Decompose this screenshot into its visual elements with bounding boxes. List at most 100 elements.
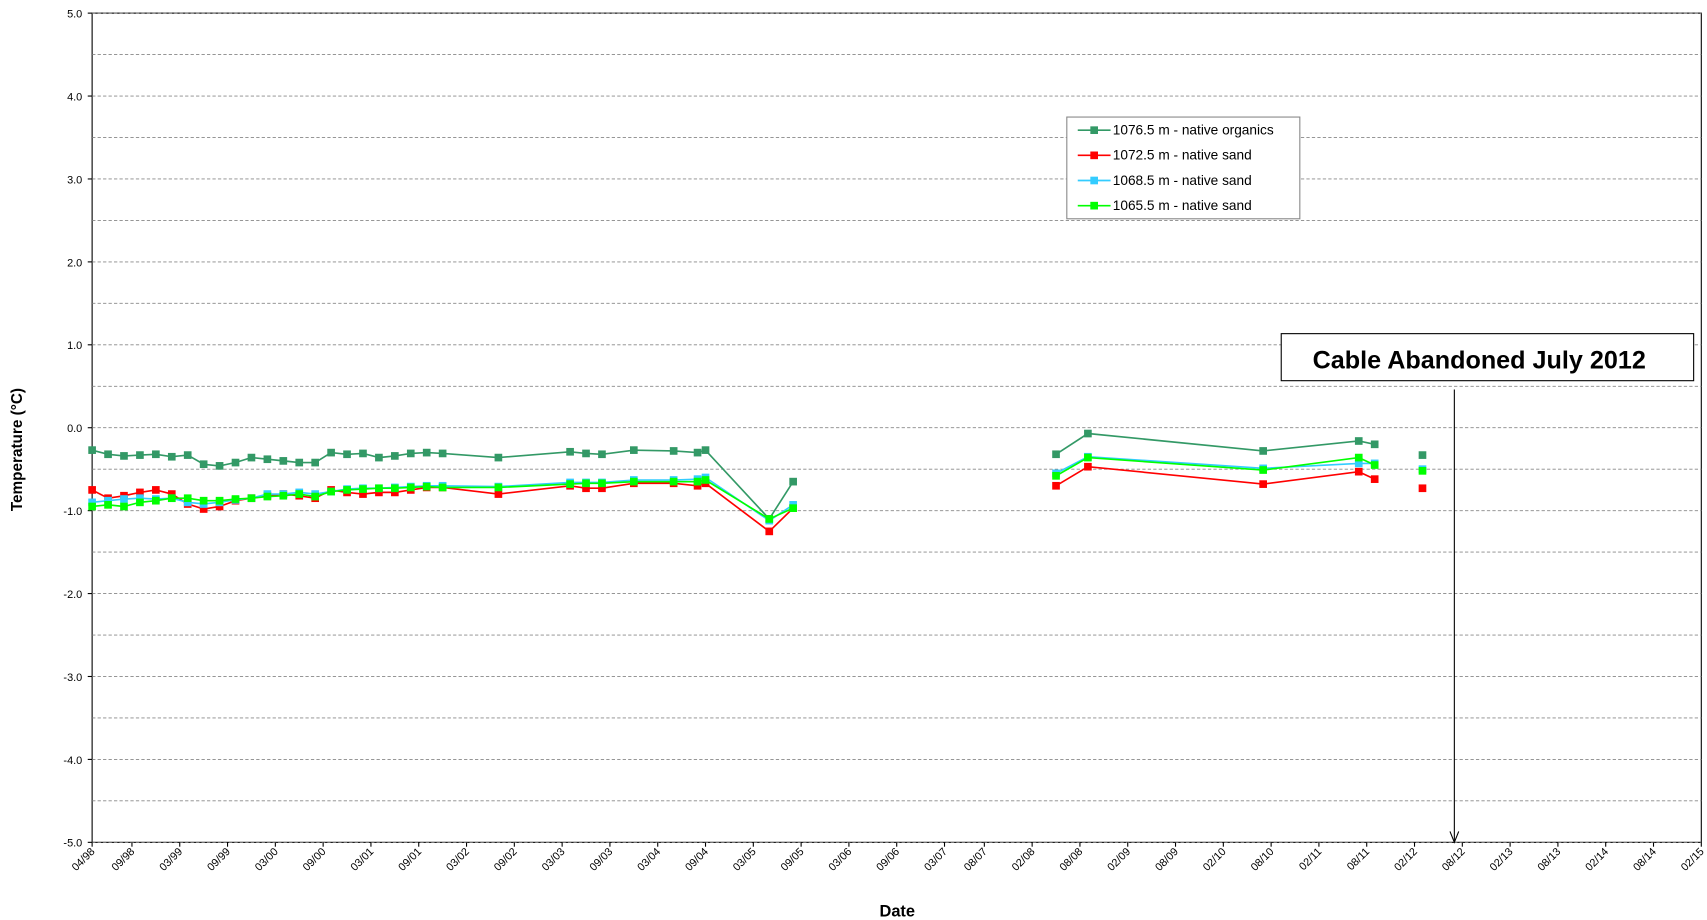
x-tick-label: 02/11	[1297, 846, 1324, 873]
y-axis-title: Temperature (°C)	[9, 388, 26, 511]
marker	[438, 483, 447, 492]
x-tick-label: 09/06	[874, 846, 902, 874]
marker	[1354, 467, 1363, 476]
x-tick-label: 08/09	[1153, 846, 1181, 874]
x-tick-label: 09/99	[205, 846, 233, 874]
marker	[494, 453, 503, 462]
legend-label: 1076.5 m - native organics	[1113, 123, 1274, 138]
marker	[311, 458, 320, 467]
marker	[279, 457, 288, 465]
marker	[1354, 437, 1363, 445]
marker	[199, 505, 208, 513]
x-tick-label: 02/15	[1679, 846, 1707, 874]
marker	[693, 448, 702, 457]
marker	[669, 447, 678, 455]
x-axis-title: Date	[879, 903, 915, 920]
marker	[152, 486, 160, 494]
marker	[88, 502, 96, 511]
annotation-arrowhead	[1449, 831, 1460, 844]
marker	[183, 451, 192, 459]
marker	[359, 449, 367, 458]
marker	[1052, 450, 1060, 459]
marker	[598, 479, 606, 488]
x-tick-label: 02/08	[1010, 846, 1038, 874]
legend-label: 1072.5 m - native sand	[1113, 148, 1252, 163]
marker	[199, 460, 208, 469]
y-tick-label: 0.0	[67, 423, 82, 435]
legend-box	[1066, 116, 1301, 220]
x-tick-label: 03/05	[731, 846, 759, 874]
x-tick-label: 08/13	[1535, 846, 1563, 874]
marker	[406, 449, 415, 458]
marker	[375, 484, 383, 493]
x-tick-label: 08/11	[1345, 846, 1372, 873]
marker	[311, 492, 320, 501]
x-tick-label: 08/08	[1058, 846, 1086, 874]
y-tick-label: 1.0	[67, 340, 82, 352]
marker	[693, 477, 702, 486]
marker	[136, 488, 144, 497]
marker	[359, 490, 367, 498]
y-tick-label: -4.0	[63, 755, 82, 767]
marker	[136, 494, 144, 503]
marker	[120, 502, 128, 511]
marker	[120, 452, 128, 460]
marker	[343, 486, 351, 494]
x-tick-label: 09/00	[301, 846, 329, 874]
marker	[88, 486, 96, 494]
legend-marker	[1090, 126, 1098, 135]
marker	[263, 492, 272, 501]
marker	[1354, 453, 1363, 462]
marker	[1354, 459, 1363, 468]
marker	[669, 477, 678, 486]
marker	[167, 490, 176, 498]
y-tick-label: -2.0	[63, 589, 82, 601]
marker	[566, 480, 574, 488]
x-tick-label: 09/01	[396, 846, 424, 874]
marker	[1418, 467, 1427, 475]
marker	[215, 462, 224, 470]
marker	[494, 490, 503, 498]
marker	[183, 498, 192, 507]
marker	[693, 481, 702, 490]
annotation-text: Cable Abandoned July 2012	[1313, 347, 1646, 375]
marker	[88, 446, 96, 454]
x-tick-label: 03/01	[349, 846, 377, 874]
marker	[104, 496, 112, 505]
marker	[494, 483, 503, 492]
x-tick-label: 08/12	[1440, 846, 1468, 874]
marker	[391, 452, 399, 460]
x-tick-label: 08/14	[1631, 846, 1659, 874]
x-tick-label: 04/98	[70, 846, 98, 874]
x-tick-label: 08/07	[962, 846, 990, 874]
legend-marker	[1090, 151, 1098, 160]
marker	[789, 477, 797, 486]
legend-marker	[1090, 201, 1098, 210]
marker	[1084, 429, 1092, 438]
marker	[582, 449, 590, 458]
marker	[167, 452, 176, 461]
marker	[167, 494, 176, 503]
x-tick-label: 02/13	[1488, 846, 1516, 874]
marker	[1052, 481, 1060, 490]
marker	[701, 476, 710, 484]
marker	[1418, 451, 1427, 459]
marker	[1370, 475, 1379, 483]
marker	[406, 483, 415, 492]
marker	[295, 490, 304, 498]
x-tick-label: 02/10	[1201, 846, 1229, 874]
marker	[1084, 453, 1092, 462]
marker	[765, 527, 774, 536]
x-tick-label: 03/04	[635, 846, 663, 874]
marker	[598, 484, 606, 493]
marker	[391, 484, 399, 493]
marker	[598, 450, 606, 459]
legend-label: 1068.5 m - native sand	[1113, 173, 1252, 188]
y-tick-label: -5.0	[63, 838, 82, 850]
marker	[422, 448, 431, 457]
marker	[375, 488, 383, 497]
marker	[765, 515, 774, 523]
marker	[1084, 462, 1092, 471]
marker	[422, 482, 431, 491]
marker	[136, 451, 144, 459]
